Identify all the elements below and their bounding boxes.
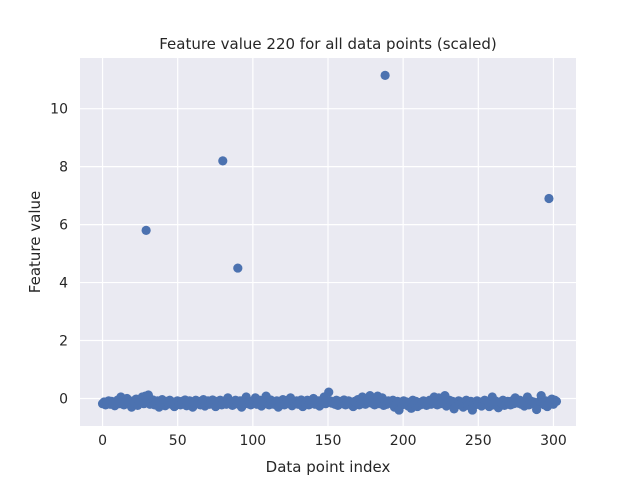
y-axis-label: Feature value: [26, 191, 44, 293]
y-tick-label: 4: [59, 276, 68, 292]
x-tick-label: 250: [465, 433, 492, 449]
x-tick-label: 0: [98, 433, 107, 449]
y-tick-label: 6: [59, 218, 68, 234]
y-tick-labels: 0 2 4 6 8 10: [50, 102, 68, 408]
outlier-point: [233, 263, 243, 273]
data-point: [551, 396, 562, 406]
x-tick-label: 300: [540, 433, 567, 449]
outlier-point: [218, 156, 228, 166]
data-point: [324, 387, 334, 397]
chart-title: Feature value 220 for all data points (s…: [159, 35, 497, 53]
outlier-point: [141, 225, 151, 236]
y-tick-label: 8: [59, 160, 68, 176]
x-tick-label: 50: [169, 433, 187, 449]
data-points: [97, 70, 562, 415]
x-tick-label: 100: [239, 433, 266, 449]
x-tick-label: 150: [315, 433, 342, 449]
y-tick-label: 10: [50, 102, 68, 118]
outlier-point: [380, 70, 390, 80]
outlier-point: [544, 193, 554, 204]
x-tick-labels: 0 50 100 150 200 250 300: [98, 433, 567, 449]
y-tick-label: 2: [59, 334, 68, 350]
x-tick-label: 200: [390, 433, 417, 449]
x-axis-label: Data point index: [266, 458, 391, 476]
y-tick-label: 0: [59, 391, 68, 407]
